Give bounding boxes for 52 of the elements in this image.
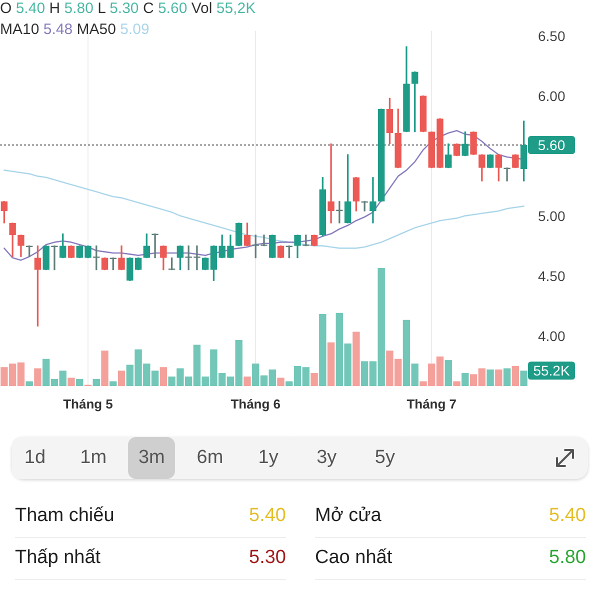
category-label: 3m <box>128 437 176 479</box>
bar <box>68 378 75 386</box>
bar <box>503 368 511 386</box>
y-tick-label: 5.00 <box>538 208 566 224</box>
bar <box>352 332 360 386</box>
y-tick-label: 6.00 <box>538 88 566 104</box>
category-label: 1y <box>244 437 292 479</box>
x-tick-label: Tháng 6 <box>230 396 281 412</box>
bar <box>520 370 528 386</box>
category-label: 3y <box>303 437 350 479</box>
bar <box>277 378 284 386</box>
y-tick-label: 4.50 <box>538 268 566 284</box>
x-tick-label: Tháng 7 <box>406 396 457 412</box>
y-tick-label: 6.50 <box>538 28 566 44</box>
bar <box>244 376 251 386</box>
bar <box>92 378 100 386</box>
category-label: Mở cửa <box>315 505 382 527</box>
text: 5.80 <box>549 547 586 568</box>
category-label: 1m <box>70 437 117 479</box>
bar <box>327 342 335 386</box>
category-label: 5y <box>361 437 408 479</box>
bar <box>310 373 318 386</box>
candlestick <box>328 143 334 224</box>
bar <box>512 366 520 386</box>
text: 5.40 <box>249 505 286 526</box>
text: 55.2K <box>533 362 570 379</box>
bar <box>110 381 117 386</box>
bar <box>453 381 460 386</box>
category-label: Cao nhất <box>315 547 392 569</box>
bar <box>34 368 42 386</box>
bar <box>101 350 108 386</box>
x-tick-label: Tháng 5 <box>63 396 113 412</box>
bar <box>26 381 33 386</box>
candlestick <box>370 177 376 224</box>
category-label: Tham chiếu <box>15 505 114 527</box>
bar <box>319 314 326 386</box>
bar <box>486 369 494 386</box>
text: 5.30 <box>249 547 286 568</box>
bar <box>76 378 84 386</box>
bar <box>118 370 126 386</box>
category-label: 1d <box>12 437 58 479</box>
chart-subtitle: MA10 5.48 MA50 5.09 <box>0 21 150 38</box>
bar <box>495 369 502 386</box>
text: 5.40 <box>549 505 586 526</box>
category-label: 6m <box>186 437 234 479</box>
ref-line-label: 5.60 <box>538 136 566 153</box>
category-label: Thấp nhất <box>15 547 101 569</box>
y-tick-label: 4.00 <box>538 328 566 344</box>
bar <box>444 360 452 386</box>
bar <box>160 367 168 386</box>
chart-title: O 5.40 H 5.80 L 5.30 C 5.60 Vol 55,2K <box>0 0 256 17</box>
bar <box>462 373 469 386</box>
